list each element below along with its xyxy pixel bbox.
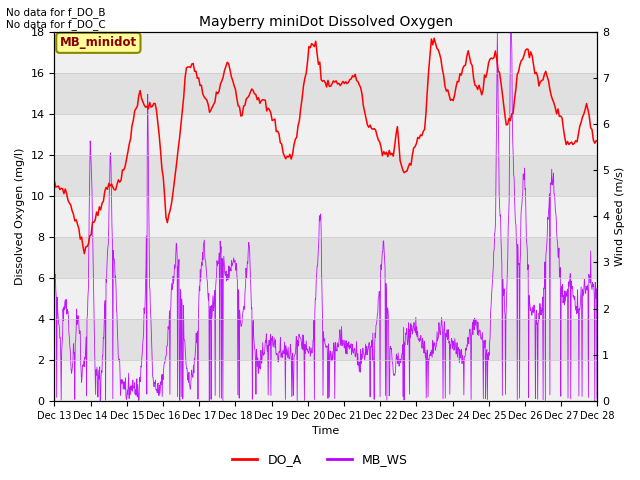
X-axis label: Time: Time [312, 426, 340, 436]
Y-axis label: Wind Speed (m/s): Wind Speed (m/s) [615, 167, 625, 266]
Text: MB_minidot: MB_minidot [60, 36, 137, 49]
Bar [54, 32, 598, 72]
Bar [54, 155, 598, 196]
Y-axis label: Dissolved Oxygen (mg/l): Dissolved Oxygen (mg/l) [15, 147, 25, 285]
Bar [54, 360, 598, 401]
Bar [54, 72, 598, 114]
Text: No data for f_DO_B: No data for f_DO_B [6, 7, 106, 18]
Bar [54, 114, 598, 155]
Bar [54, 196, 598, 237]
Bar [54, 278, 598, 319]
Text: No data for f_DO_C: No data for f_DO_C [6, 19, 106, 30]
Bar [54, 319, 598, 360]
Bar [54, 237, 598, 278]
Legend: DO_A, MB_WS: DO_A, MB_WS [227, 448, 413, 471]
Title: Mayberry miniDot Dissolved Oxygen: Mayberry miniDot Dissolved Oxygen [199, 15, 453, 29]
